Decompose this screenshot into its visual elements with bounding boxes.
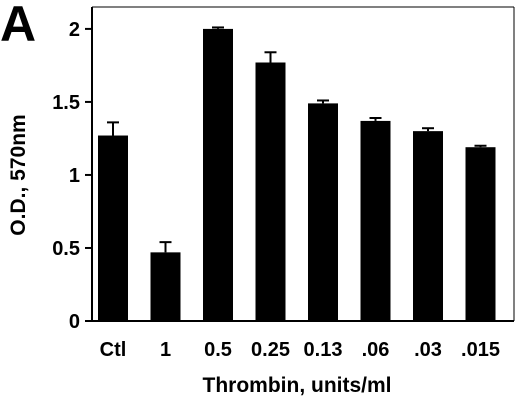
bar bbox=[150, 252, 181, 321]
x-axis-title: Thrombin, units/ml bbox=[203, 374, 392, 397]
y-tick-label: 1 bbox=[69, 165, 80, 187]
x-tick-label: 0.5 bbox=[204, 339, 232, 361]
bar bbox=[360, 120, 391, 321]
x-tick-label: 0.25 bbox=[251, 339, 290, 361]
x-tick-label: Ctl bbox=[100, 339, 127, 361]
bar bbox=[465, 147, 496, 321]
panel-label: A bbox=[0, 0, 36, 52]
bar bbox=[413, 131, 443, 321]
bar bbox=[203, 28, 233, 321]
x-tick-label: 0.13 bbox=[304, 339, 343, 361]
y-axis-title: O.D., 570nm bbox=[7, 114, 30, 235]
x-tick-label: 1 bbox=[160, 339, 171, 361]
y-tick-label: 1.5 bbox=[52, 92, 80, 114]
x-tick-label: .06 bbox=[362, 339, 390, 361]
y-tick-label: 0.5 bbox=[52, 238, 80, 260]
x-tick-label: .03 bbox=[414, 339, 442, 361]
plot-area: 0 0.5 1 1.5 2 Ctl 1 0.5 0.25 0.13 .06 .03 .015 bbox=[52, 6, 515, 361]
x-tick-label: .015 bbox=[461, 339, 500, 361]
bar bbox=[98, 135, 128, 321]
bar bbox=[308, 103, 338, 321]
y-tick-label: 0 bbox=[69, 311, 80, 333]
y-tick-label: 2 bbox=[69, 19, 80, 41]
bar bbox=[255, 62, 286, 321]
